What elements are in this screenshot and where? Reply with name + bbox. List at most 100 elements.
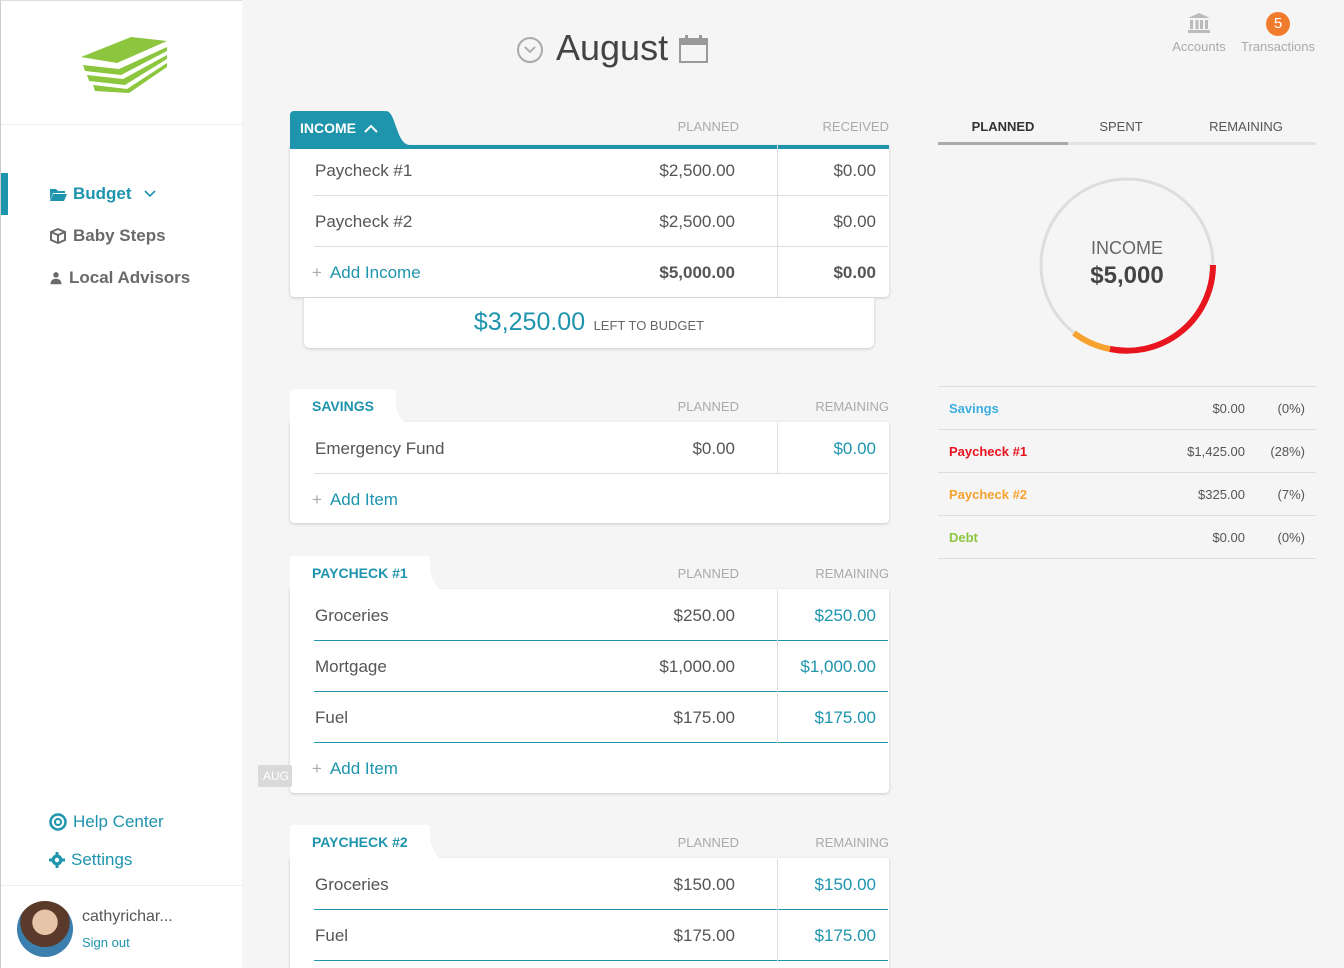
total-planned: $5,000.00: [659, 263, 735, 282]
col-received: RECEIVED: [822, 119, 889, 134]
transactions-label: Transactions: [1241, 39, 1315, 54]
savings-tab[interactable]: SAVINGS: [290, 389, 396, 423]
row-remaining: $0.00: [833, 439, 876, 458]
row-name[interactable]: Fuel: [315, 926, 349, 945]
savings-card: [290, 422, 889, 523]
divider: [777, 859, 778, 910]
legend-percent: (0%): [1277, 401, 1305, 416]
divider: [777, 590, 778, 641]
row-planned[interactable]: $2,500.00: [659, 161, 735, 180]
month-title[interactable]: August: [556, 27, 669, 68]
sidebar: Budget Baby Steps Local Advisors Help Ce…: [0, 0, 242, 968]
add-item-button[interactable]: + Add Item: [312, 759, 398, 779]
table-row[interactable]: Paycheck #1 $2,500.00 $0.00: [314, 145, 888, 196]
income-header-line: [290, 145, 889, 149]
divider: [777, 692, 778, 743]
add-income-button[interactable]: + Add Income: [312, 263, 421, 283]
row-name[interactable]: Groceries: [315, 606, 389, 625]
logo-icon[interactable]: [75, 31, 171, 95]
month-side-tag[interactable]: AUG: [258, 765, 292, 787]
paycheck2-card: [290, 858, 889, 968]
income-donut-chart: [1039, 177, 1216, 354]
cube-icon: [50, 228, 66, 244]
left-to-budget-label: LEFT TO BUDGET: [593, 318, 705, 333]
row-name[interactable]: Fuel: [315, 708, 349, 727]
donut-value: $5,000: [1090, 262, 1164, 289]
row-planned[interactable]: $2,500.00: [659, 212, 735, 231]
add-item-button[interactable]: + Add Item: [312, 490, 398, 510]
avatar[interactable]: [17, 901, 73, 957]
folder-open-icon: [50, 189, 67, 201]
table-row[interactable]: Mortgage $1,000.00 $1,000.00: [314, 641, 888, 692]
row-planned[interactable]: $1,000.00: [659, 657, 735, 676]
divider: [777, 247, 778, 299]
help-center-label: Help Center: [73, 812, 164, 831]
legend-row-paycheck1[interactable]: Paycheck #1 $1,425.00 (28%): [938, 430, 1316, 473]
legend-row-paycheck2[interactable]: Paycheck #2 $325.00 (7%): [938, 473, 1316, 516]
row-remaining: $150.00: [814, 875, 876, 894]
table-row[interactable]: Emergency Fund $0.00 $0.00: [314, 423, 888, 474]
col-remaining: REMAINING: [815, 399, 889, 414]
divider: [777, 196, 778, 247]
calendar-icon[interactable]: [679, 35, 708, 63]
legend-percent: (0%): [1277, 530, 1305, 545]
sidebar-item-budget[interactable]: Budget: [49, 184, 156, 204]
divider: [777, 641, 778, 692]
add-item-label: Add Item: [329, 759, 398, 778]
legend-name: Savings: [949, 401, 999, 416]
row-name[interactable]: Mortgage: [315, 657, 387, 676]
sign-out-link[interactable]: Sign out: [82, 935, 130, 950]
legend-percent: (7%): [1277, 487, 1305, 502]
row-remaining: $175.00: [814, 708, 876, 727]
active-indicator: [1, 173, 8, 215]
sidebar-item-local-advisors[interactable]: Local Advisors: [49, 268, 190, 288]
paycheck1-tab-curve: [420, 556, 444, 590]
paycheck1-tab-label: PAYCHECK #1: [312, 565, 408, 581]
savings-tab-label: SAVINGS: [312, 398, 374, 414]
row-planned[interactable]: $150.00: [673, 875, 735, 894]
row-planned[interactable]: $175.00: [673, 708, 735, 727]
income-tab[interactable]: INCOME: [290, 111, 388, 145]
row-name[interactable]: Emergency Fund: [315, 439, 445, 458]
help-center-link[interactable]: Help Center: [49, 812, 164, 832]
table-row[interactable]: Fuel $175.00 $175.00: [314, 910, 888, 961]
tab-underline-active: [938, 142, 1068, 145]
col-remaining: REMAINING: [815, 566, 889, 581]
paycheck1-tab[interactable]: PAYCHECK #1: [290, 556, 430, 590]
lifebuoy-icon: [49, 813, 67, 831]
tab-planned[interactable]: PLANNED: [971, 119, 1035, 134]
table-row[interactable]: Fuel $175.00 $175.00: [314, 692, 888, 743]
bank-icon: [1188, 13, 1210, 33]
legend-row-savings[interactable]: Savings $0.00 (0%): [938, 387, 1316, 430]
income-tab-curve: [386, 111, 410, 145]
row-name[interactable]: Groceries: [315, 875, 389, 894]
row-planned[interactable]: $250.00: [673, 606, 735, 625]
row-name[interactable]: Paycheck #2: [315, 212, 413, 231]
month-dropdown-button[interactable]: [517, 37, 543, 63]
divider: [938, 386, 1316, 387]
accounts-button[interactable]: Accounts: [1170, 12, 1228, 54]
sidebar-item-label: Local Advisors: [69, 268, 191, 287]
table-row[interactable]: Paycheck #2 $2,500.00 $0.00: [314, 196, 888, 247]
row-planned[interactable]: $175.00: [673, 926, 735, 945]
row-planned[interactable]: $0.00: [692, 439, 735, 458]
transactions-button[interactable]: 5 Transactions: [1238, 12, 1318, 54]
paycheck2-tab[interactable]: PAYCHECK #2: [290, 825, 430, 859]
tab-spent[interactable]: SPENT: [1099, 119, 1143, 134]
income-card: [290, 145, 889, 297]
legend-row-debt[interactable]: Debt $0.00 (0%): [938, 516, 1316, 559]
settings-link[interactable]: Settings: [49, 850, 132, 870]
plus-icon: +: [312, 490, 322, 509]
add-item-row: + Add Item: [312, 743, 888, 794]
income-total-row: + Add Income $5,000.00 $0.00: [312, 247, 888, 299]
table-row[interactable]: Groceries $150.00 $150.00: [314, 859, 888, 910]
col-planned: PLANNED: [677, 566, 739, 581]
row-name[interactable]: Paycheck #1: [315, 161, 413, 180]
sidebar-item-baby-steps[interactable]: Baby Steps: [49, 226, 166, 246]
table-row[interactable]: Groceries $250.00 $250.00: [314, 590, 888, 641]
row-remaining: $175.00: [814, 926, 876, 945]
row-received: $0.00: [833, 212, 876, 231]
col-remaining: REMAINING: [815, 835, 889, 850]
legend-name: Paycheck #2: [949, 487, 1028, 502]
tab-remaining[interactable]: REMAINING: [1209, 119, 1283, 134]
